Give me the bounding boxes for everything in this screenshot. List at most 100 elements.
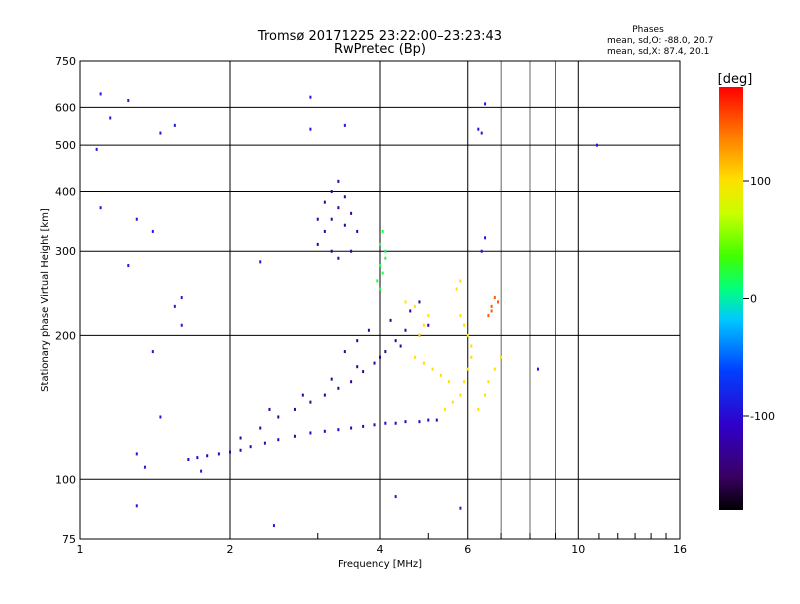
scatter-point xyxy=(362,424,365,428)
scatter-point xyxy=(459,393,462,397)
scatter-point xyxy=(196,456,199,460)
scatter-point xyxy=(293,407,296,411)
scatter-point xyxy=(356,229,359,233)
scatter-point xyxy=(229,450,231,454)
scatter-point xyxy=(379,355,381,359)
scatter-point xyxy=(490,304,493,308)
scatter-point xyxy=(180,296,183,300)
scatter-point xyxy=(350,426,353,430)
scatter-point xyxy=(343,350,346,354)
y-axis-ticks: 75 100 200 300 400 500 600 750 xyxy=(55,55,76,546)
scatter-point xyxy=(487,380,490,384)
plot-area xyxy=(79,60,681,540)
scatter-point xyxy=(418,420,421,424)
scatter-point xyxy=(337,428,340,432)
scatter-point xyxy=(463,323,466,327)
scatter-point xyxy=(277,415,280,419)
scatter-point xyxy=(343,223,346,227)
y-tick-label: 75 xyxy=(62,533,76,546)
x-axis-ticks: 1 2 4 6 10 16 xyxy=(77,543,688,556)
scatter-point xyxy=(263,441,266,445)
scatter-point xyxy=(477,407,480,411)
scatter-point xyxy=(379,287,381,291)
grid-lines xyxy=(80,61,680,539)
colorbar-tick-label: 100 xyxy=(750,175,771,188)
scatter-point xyxy=(418,333,421,337)
scatter-point xyxy=(394,495,397,499)
y-tick-label: 750 xyxy=(55,55,76,68)
scatter-point xyxy=(470,355,473,359)
scatter-point xyxy=(350,211,353,215)
chart-title: Tromsø 20171225 23:22:00–23:23:43 xyxy=(257,29,502,44)
scatter-point xyxy=(466,367,469,371)
scatter-point xyxy=(330,249,333,253)
scatter-point xyxy=(343,195,346,199)
y-axis-label: Stationary phase Virtual Height [km] xyxy=(40,208,51,392)
scatter-point xyxy=(337,256,340,260)
stats-x-line: mean, sd,X: 87.4, 20.1 xyxy=(607,47,709,57)
scatter-point xyxy=(381,271,384,275)
scatter-point xyxy=(447,380,450,384)
scatter-point xyxy=(99,92,102,96)
scatter-point xyxy=(413,304,416,308)
scatter-point xyxy=(477,127,480,131)
scatter-point xyxy=(409,309,412,313)
y-tick-label: 300 xyxy=(55,245,76,258)
scatter-point xyxy=(480,131,483,135)
scatter-point xyxy=(323,200,326,204)
scatter-point xyxy=(373,361,376,365)
scatter-point xyxy=(384,256,387,260)
scatter-point xyxy=(389,318,392,322)
scatter-point xyxy=(427,323,430,327)
scatter-point xyxy=(180,323,183,327)
scatter-point xyxy=(268,407,271,411)
scatter-point xyxy=(109,116,112,120)
colorbar-gradient xyxy=(719,87,743,510)
scatter-point xyxy=(379,264,381,268)
scatter-point xyxy=(277,438,280,442)
scatter-point xyxy=(418,300,421,304)
y-tick-label: 600 xyxy=(55,101,76,114)
scatter-point xyxy=(362,370,365,374)
scatter-point xyxy=(496,300,499,304)
scatter-point xyxy=(422,361,425,365)
scatter-point xyxy=(206,454,209,458)
scatter-point xyxy=(422,323,425,327)
x-tick-label: 10 xyxy=(571,543,585,556)
colorbar-ticks: 100 0 -100 xyxy=(743,175,775,423)
scatter-point xyxy=(384,249,387,253)
scatter-point xyxy=(159,131,162,135)
scatter-point xyxy=(249,445,252,449)
scatter-point xyxy=(451,400,454,404)
scatter-point xyxy=(404,300,407,304)
scatter-point xyxy=(443,407,446,411)
scatter-point xyxy=(427,314,430,318)
scatter-point xyxy=(373,423,376,427)
scatter-point xyxy=(330,377,333,381)
scatter-point xyxy=(323,429,326,433)
scatter-point xyxy=(127,99,130,103)
scatter-point xyxy=(143,465,146,469)
scatter-point xyxy=(399,344,402,348)
y-tick-label: 200 xyxy=(55,329,76,342)
scatter-point xyxy=(439,373,442,377)
scatter-point xyxy=(135,504,138,508)
scatter-points xyxy=(95,92,598,528)
scatter-point xyxy=(259,426,262,430)
scatter-point xyxy=(151,229,154,233)
x-tick-label: 6 xyxy=(464,543,471,556)
scatter-point xyxy=(484,102,487,106)
scatter-point xyxy=(309,95,312,99)
x-tick-label: 1 xyxy=(77,543,84,556)
colorbar-tick-label: 0 xyxy=(750,293,757,306)
y-tick-label: 100 xyxy=(55,473,76,486)
x-tick-label: 4 xyxy=(377,543,384,556)
scatter-point xyxy=(135,452,138,456)
scatter-point xyxy=(309,431,312,435)
scatter-point xyxy=(376,279,379,283)
scatter-point xyxy=(480,249,483,253)
scatter-point xyxy=(356,365,359,369)
scatter-point xyxy=(466,333,469,337)
scatter-point xyxy=(350,380,353,384)
